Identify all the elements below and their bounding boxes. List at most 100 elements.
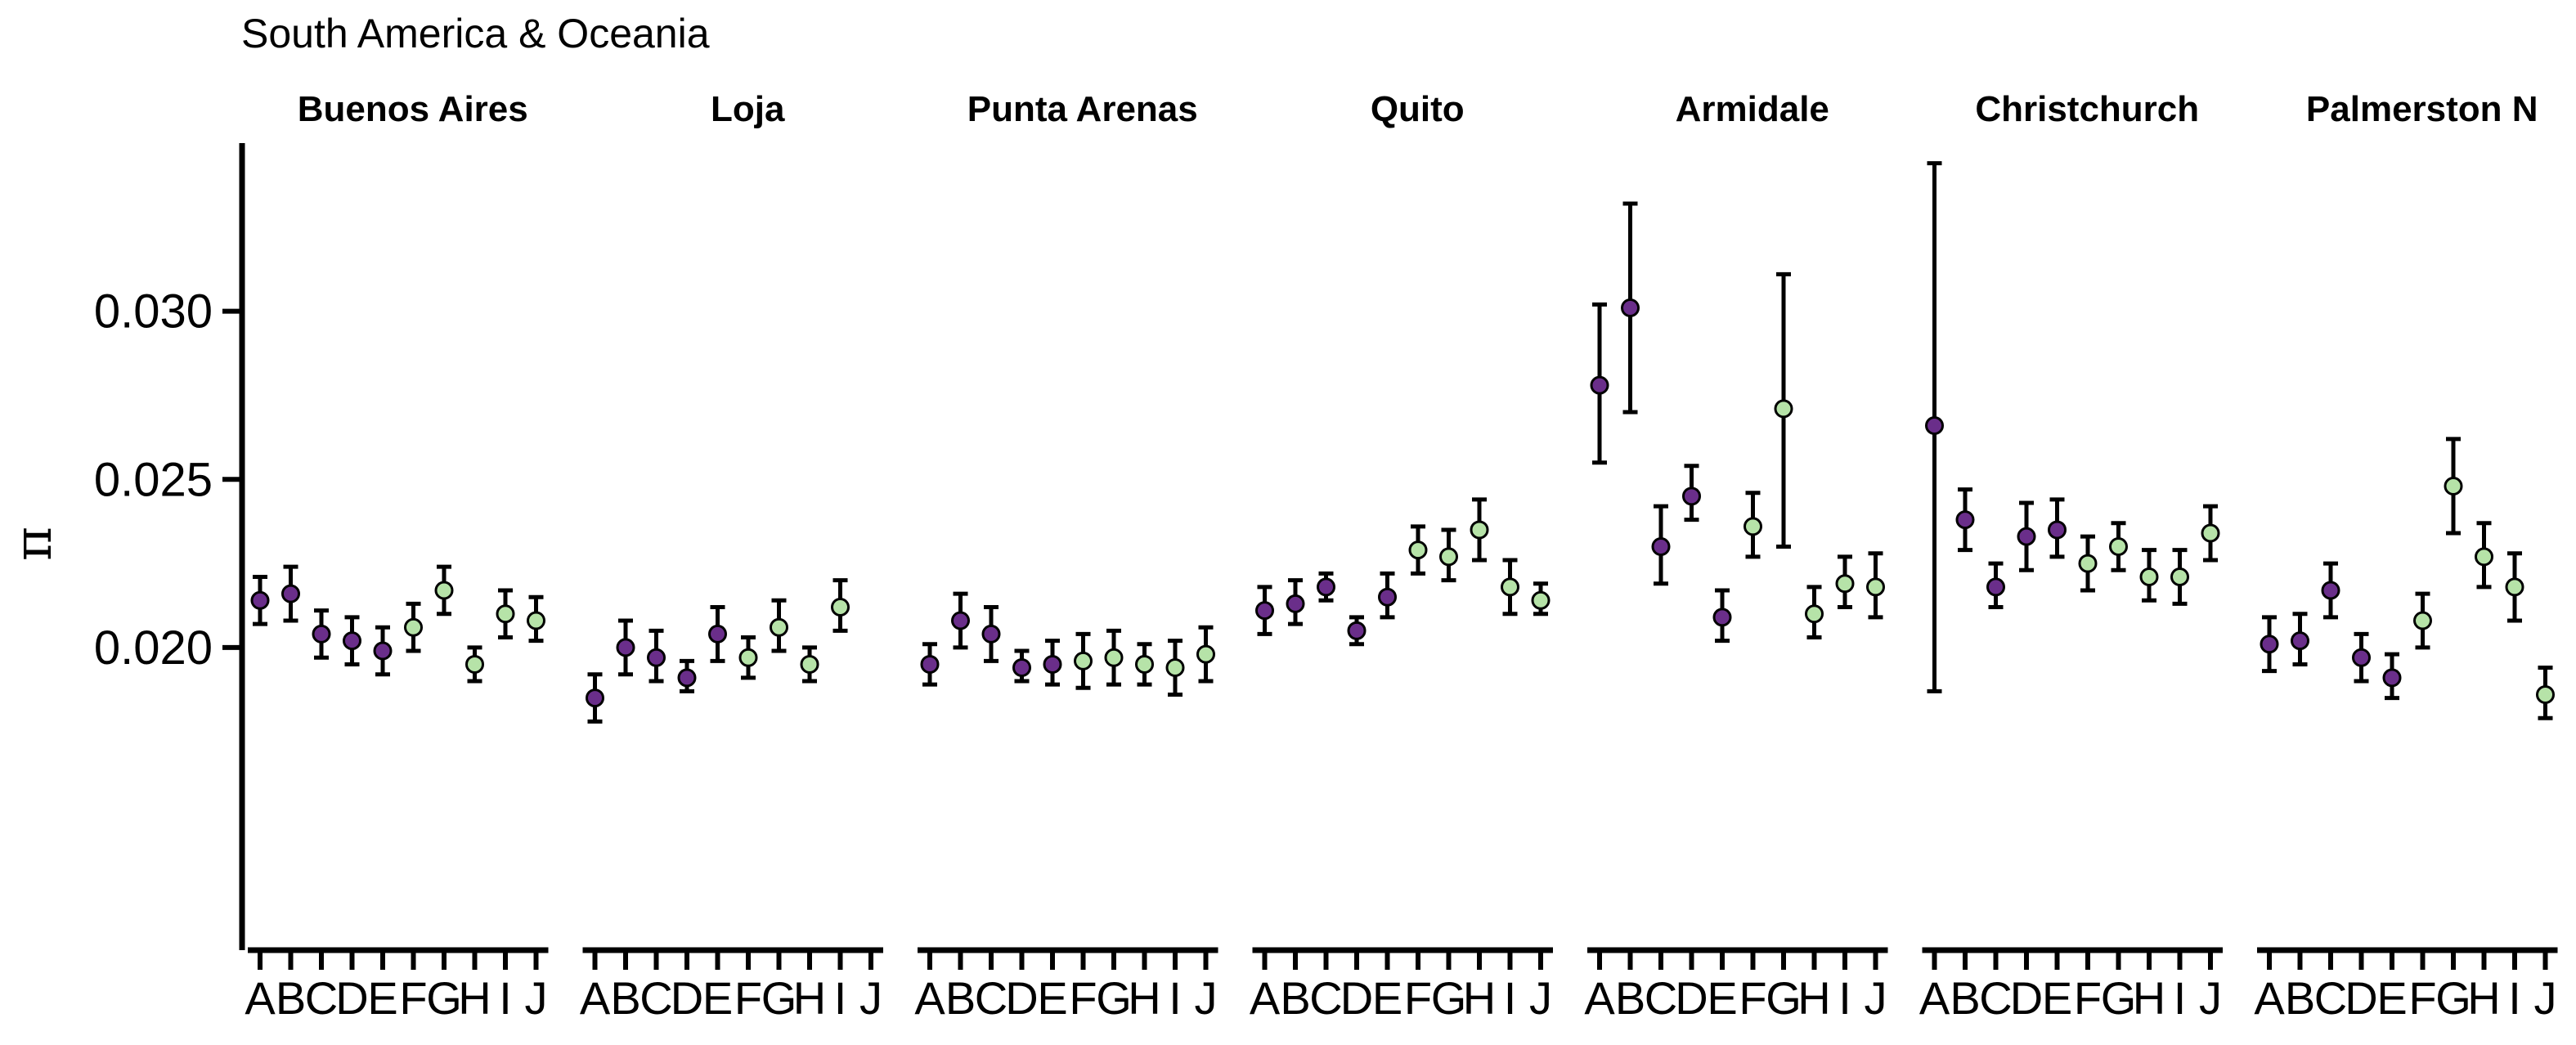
x-tick-label: B [610,972,640,1024]
x-tick-label: B [945,972,976,1024]
x-tick-label: G [1766,972,1802,1024]
x-tick-label: J [859,972,882,1024]
data-point [1347,621,1367,640]
data-point [1955,510,1975,530]
x-tick-label: H [1797,972,1830,1024]
data-point [1317,577,1335,597]
data-point [1135,654,1154,674]
facet-strip-label: Buenos Aires [298,89,528,129]
data-point [1712,608,1732,627]
data-point [2382,668,2402,688]
data-point [465,654,484,674]
data-point [2413,611,2432,630]
data-point [677,668,697,688]
data-point [527,611,545,630]
x-tick-label: J [525,972,548,1024]
data-point [1835,574,1855,594]
x-tick-label: D [335,972,368,1024]
data-point [2291,631,2309,651]
x-tick-label: F [2408,972,2436,1024]
x-tick-label: G [426,972,462,1024]
x-tick-label: I [2508,972,2521,1024]
x-tick-label: A [1584,972,1615,1024]
data-point [1286,594,1305,613]
data-point [1590,375,1609,395]
x-tick-label: H [458,972,491,1024]
data-point [1805,604,1824,624]
x-tick-label: G [2435,972,2471,1024]
x-tick-label: J [1865,972,1887,1024]
x-tick-label: D [2010,972,2043,1024]
x-tick-label: G [2101,972,2137,1024]
x-tick-label: G [1431,972,1467,1024]
data-point [2505,577,2524,597]
data-point [2201,523,2220,543]
x-tick-label: E [1037,972,1067,1024]
x-tick-label: C [1309,972,1342,1024]
data-point [312,624,331,644]
x-tick-label: F [1739,972,1766,1024]
x-tick-label: E [1372,972,1402,1024]
x-tick-label: B [1615,972,1645,1024]
x-tick-label: F [2074,972,2102,1024]
data-point [647,648,666,667]
x-tick-label: D [1675,972,1708,1024]
x-tick-label: A [1919,972,1950,1024]
x-tick-label: B [1950,972,1980,1024]
x-tick-label: D [1340,972,1373,1024]
x-tick-label: I [2174,972,2187,1024]
data-point [1012,658,1031,678]
data-point [1196,644,1215,664]
data-point [1165,658,1185,678]
x-tick-label: C [305,972,338,1024]
data-point [1651,537,1671,556]
data-point [981,624,1001,644]
data-point [1408,540,1428,560]
facet-strip-label: Quito [1371,89,1465,129]
x-tick-label: A [1250,972,1281,1024]
x-tick-label: J [1195,972,1218,1024]
x-tick-label: B [276,972,306,1024]
y-tick-label: 0.030 [94,285,213,339]
data-point [1378,587,1397,607]
x-tick-label: J [1529,972,1552,1024]
x-tick-label: E [2376,972,2407,1024]
x-tick-label: I [1504,972,1517,1024]
x-tick-label: I [1838,972,1851,1024]
x-tick-label: E [1707,972,1737,1024]
x-tick-label: C [640,972,672,1024]
x-tick-label: F [734,972,762,1024]
x-tick-label: F [399,972,427,1024]
data-point [1255,601,1274,621]
data-point [404,617,423,637]
x-tick-label: G [1096,972,1132,1024]
data-point [1043,654,1062,674]
x-tick-label: A [2254,972,2285,1024]
facet-strip-label: Armidale [1676,89,1829,129]
data-point [2260,635,2279,654]
x-tick-label: D [1005,972,1038,1024]
x-tick-label: B [2285,972,2315,1024]
facet-strip-label: Palmerston N [2306,89,2538,129]
x-tick-label: F [1069,972,1097,1024]
facet-strip-label: Christchurch [1975,89,2199,129]
data-point [250,590,270,610]
data-point [1744,517,1762,536]
y-axis-label: π [3,527,64,561]
x-tick-label: E [2042,972,2072,1024]
data-point [2109,537,2128,556]
x-tick-label: H [793,972,826,1024]
data-point [800,654,819,674]
x-tick-label: A [580,972,611,1024]
x-tick-label: D [2345,972,2377,1024]
data-point [1621,298,1640,318]
x-tick-label: H [2467,972,2500,1024]
data-point [920,654,940,674]
x-tick-label: H [1463,972,1496,1024]
